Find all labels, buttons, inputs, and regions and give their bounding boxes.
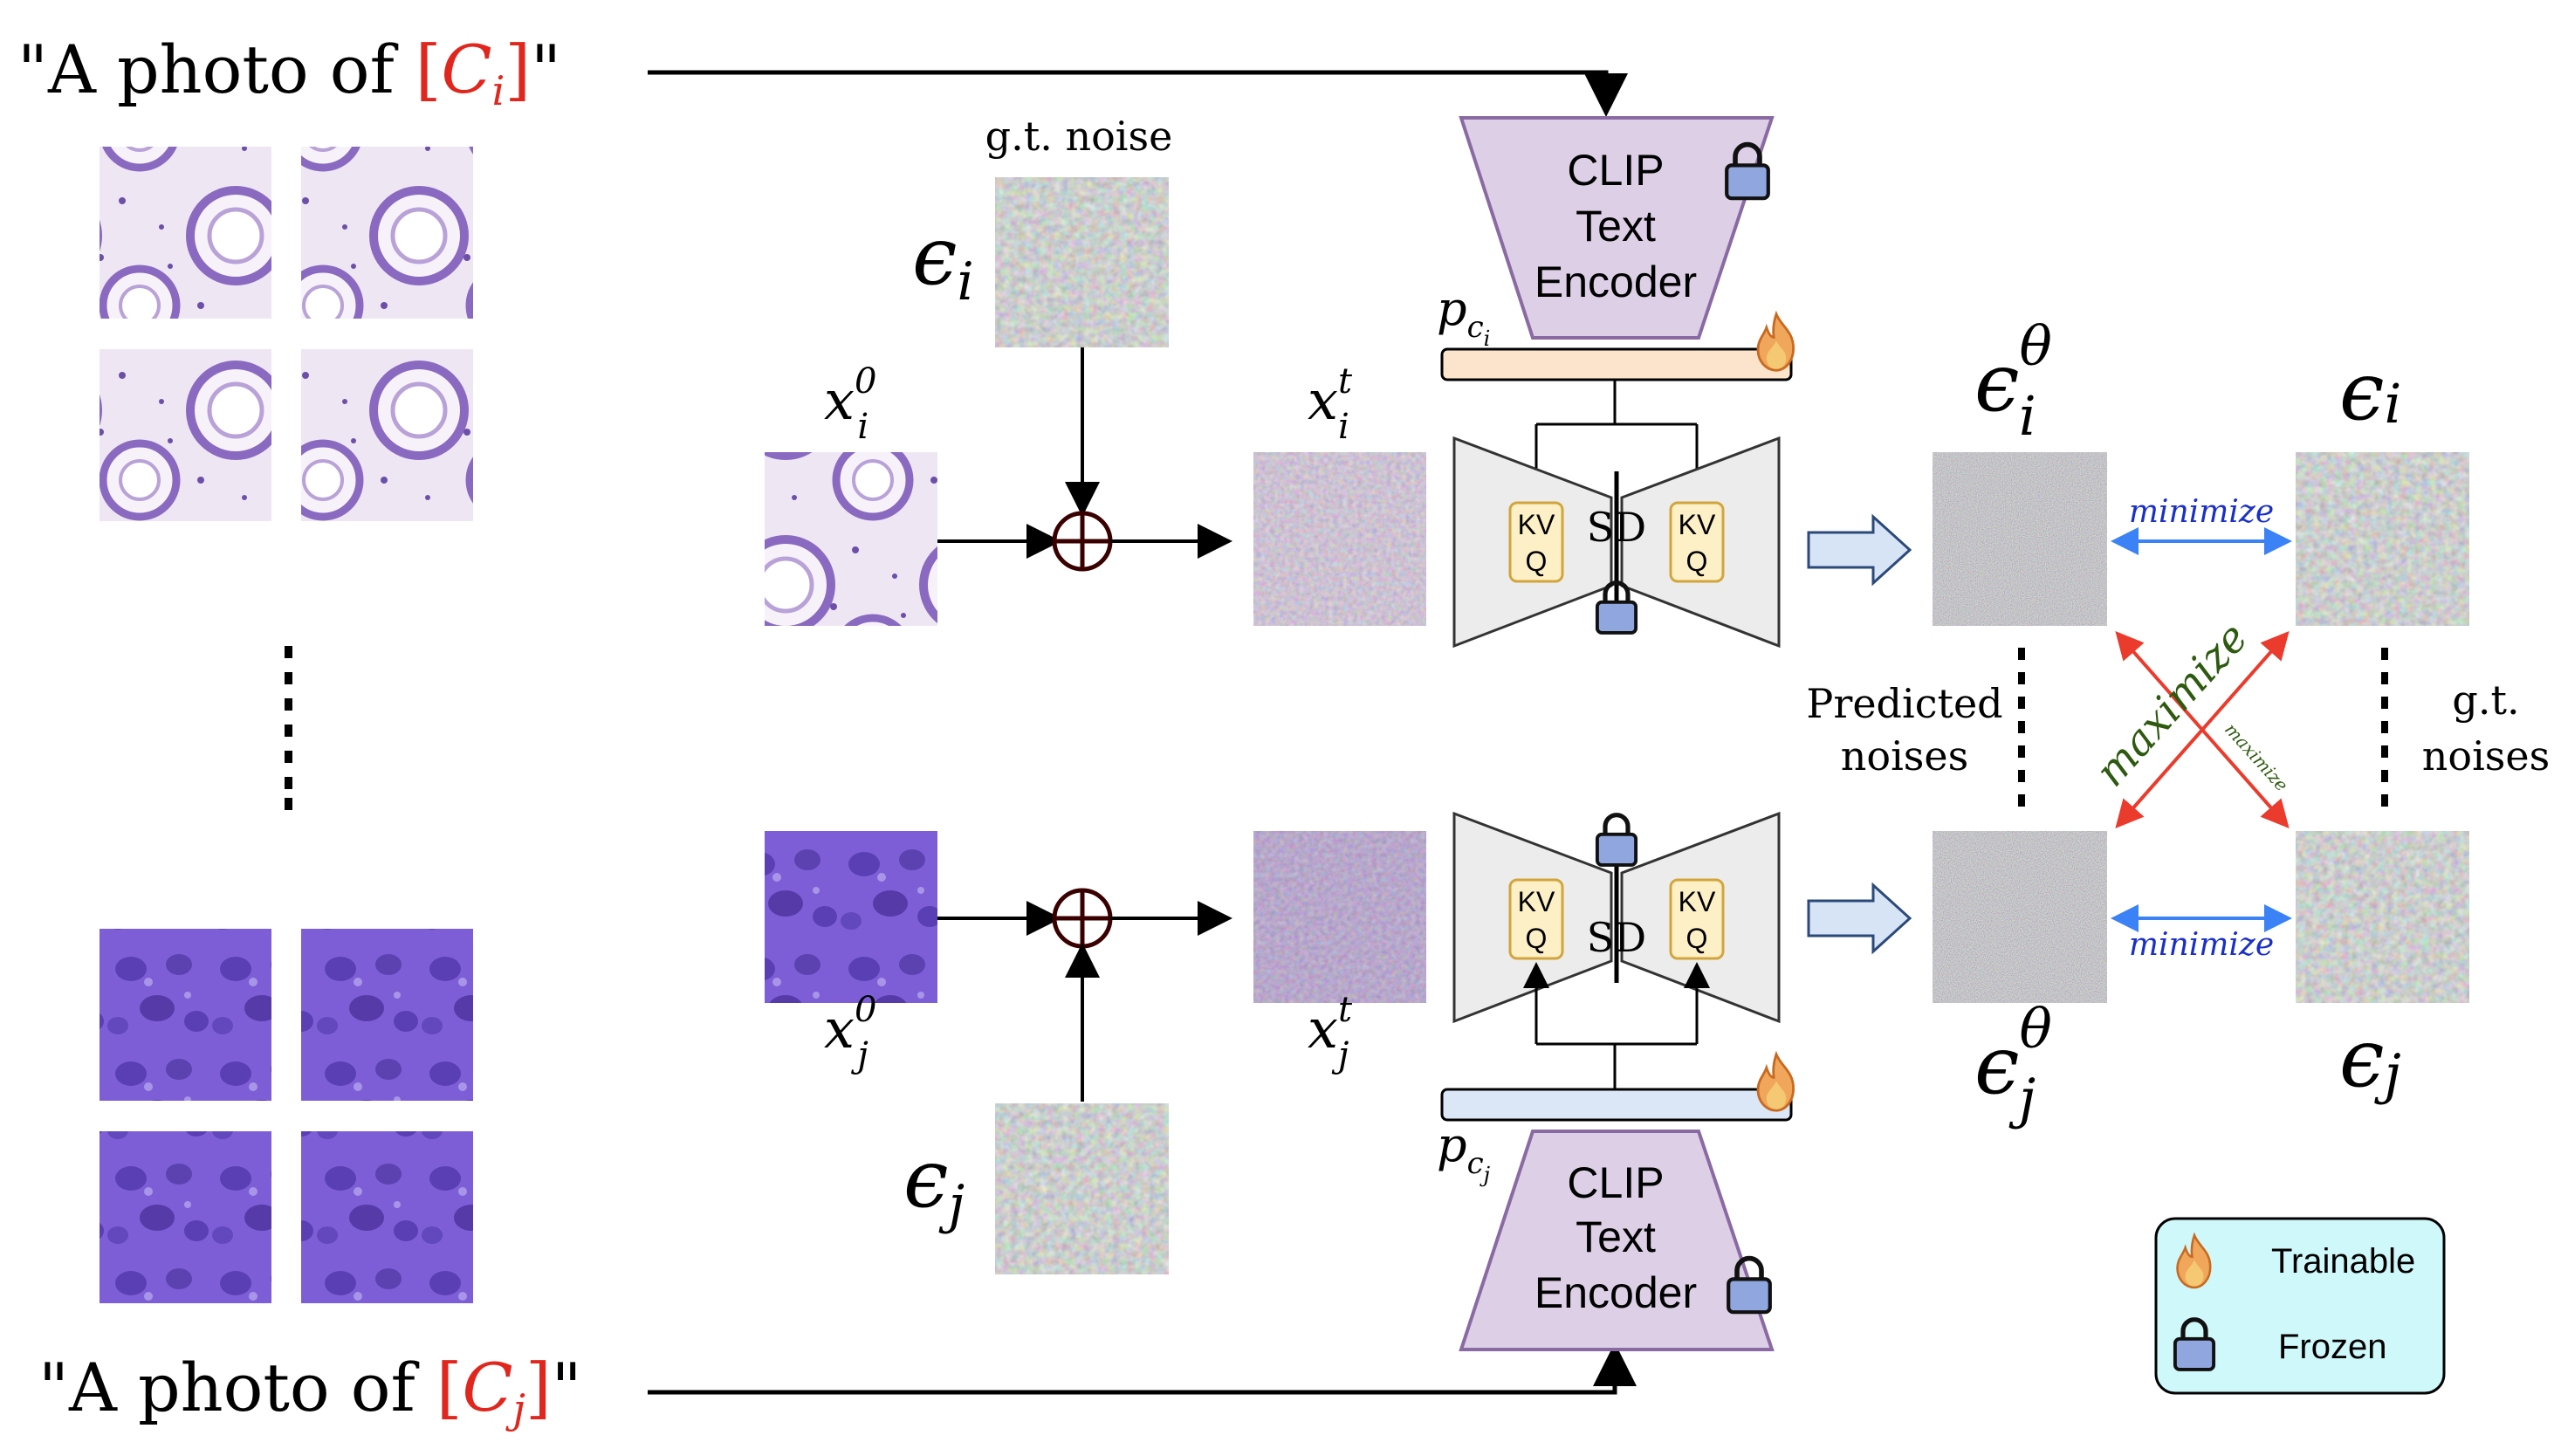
minimize-label-j: minimize (2129, 927, 2274, 963)
input-image-x-j-0 (765, 831, 937, 1003)
svg-text:Text: Text (1576, 202, 1656, 251)
embedding-split-j (1536, 1042, 1697, 1089)
histology-image (100, 929, 271, 1101)
maximize-arrow-b (2115, 630, 2290, 829)
gt-noise-image-j (995, 1103, 1169, 1274)
prompt-embedding-bar-i (1440, 347, 1793, 381)
epsilon-j-label: ϵj (903, 1132, 965, 1235)
lock-icon (1597, 815, 1636, 865)
sd-label: SD (1587, 504, 1646, 551)
maximize-label-large: maximize (2086, 614, 2257, 796)
svg-text:KV: KV (1518, 509, 1555, 540)
sd-label: SD (1587, 914, 1646, 961)
legend: Trainable Frozen (2154, 1217, 2446, 1395)
p-c-i-label: pci (1437, 281, 1490, 351)
svg-text:KV: KV (1518, 886, 1555, 917)
gt-noises-label: g.t. (2452, 676, 2519, 724)
histology-image (301, 1131, 473, 1303)
prompt-embedding-bar-j (1440, 1088, 1793, 1122)
gt-noise-image-i (995, 177, 1169, 347)
kv-q-block (1508, 501, 1564, 583)
noisy-image-x-i-t (1253, 452, 1426, 626)
histology-image (100, 1131, 271, 1303)
histology-image (100, 349, 271, 521)
epsilon-i-gt-label: ϵi (2339, 345, 2401, 438)
svg-text:Encoder: Encoder (1534, 258, 1697, 306)
svg-text:Q: Q (1686, 546, 1708, 577)
kv-q-block (1669, 501, 1725, 583)
dotted-separator-predicted (2018, 648, 2025, 807)
maximize-label-small: maximize (2221, 718, 2292, 795)
x-j-0-label: x0 j (824, 990, 876, 1075)
histology-image (301, 349, 473, 521)
svg-text:Q: Q (1526, 923, 1548, 954)
svg-text:Q: Q (1526, 546, 1548, 577)
fire-icon (1756, 312, 1795, 372)
block-arrow-j (1807, 882, 1912, 955)
epsilon-i-label: ϵi (912, 209, 974, 312)
dotted-separator-gt (2381, 648, 2388, 807)
p-c-j-label: pcj (1437, 1117, 1491, 1187)
predicted-noise-i (1933, 452, 2107, 626)
clip-text-encoder-top: CLIP Text Encoder (1459, 116, 1775, 340)
epsilon-j-gt-label: ϵj (2339, 1012, 2401, 1106)
gt-noises-label-2: noises (2422, 732, 2550, 780)
gt-noise-i-right (2296, 452, 2469, 626)
histology-grid-class-i (100, 147, 473, 521)
x-i-0-label: x0 i (824, 361, 876, 447)
block-arrow-i (1807, 513, 1912, 587)
predicted-noises-label-2: noises (1841, 732, 1968, 780)
predicted-noise-j (1933, 831, 2107, 1003)
prompt-arrow-bottom (648, 1343, 1637, 1395)
x-i-t-label: xt i (1308, 361, 1353, 447)
kv-q-block (1508, 878, 1564, 960)
embedding-split-i (1536, 380, 1697, 426)
svg-text:CLIP: CLIP (1567, 146, 1664, 195)
svg-text:KV: KV (1679, 509, 1716, 540)
epsilon-theta-i-label: ϵθ i (1974, 314, 2052, 448)
noisy-image-x-j-t (1253, 831, 1426, 1003)
svg-text:Q: Q (1686, 923, 1708, 954)
svg-text:Trainable: Trainable (2271, 1242, 2415, 1281)
histology-grid-class-j (100, 929, 473, 1303)
clip-text-encoder-bottom: CLIP Text Encoder (1459, 1130, 1775, 1351)
prompt-bottom: "A photo of [Cj]" (38, 1349, 582, 1432)
plus-circle-icon (1052, 511, 1113, 572)
svg-text:KV: KV (1679, 886, 1716, 917)
histology-image (100, 147, 271, 319)
gt-noise-label: g.t. noise (985, 113, 1173, 160)
kv-q-block (1669, 878, 1725, 960)
prompt-arrow-top (648, 70, 1628, 117)
svg-text:Encoder: Encoder (1534, 1268, 1697, 1317)
svg-text:CLIP: CLIP (1567, 1158, 1664, 1207)
gt-noise-j-right (2296, 831, 2469, 1003)
predicted-noises-label: Predicted (1806, 680, 2002, 727)
unet-sd-top: KV Q KV Q SD (1452, 436, 1781, 649)
epsilon-theta-j-label: ϵθ j (1974, 997, 2052, 1130)
svg-text:Text: Text (1576, 1212, 1656, 1261)
histology-image (301, 147, 473, 319)
x-j-t-label: xt j (1308, 990, 1353, 1075)
plus-circle-icon (1052, 888, 1113, 949)
histology-image (301, 929, 473, 1101)
vertical-ellipsis (285, 646, 292, 810)
input-image-x-i-0 (765, 452, 937, 626)
prompt-top: "A photo of [Ci]" (17, 31, 561, 114)
svg-text:Frozen: Frozen (2278, 1328, 2387, 1366)
minimize-label-i: minimize (2129, 494, 2274, 530)
unet-sd-bottom: KV Q KV Q SD (1452, 811, 1781, 1024)
fire-icon (1756, 1053, 1795, 1112)
